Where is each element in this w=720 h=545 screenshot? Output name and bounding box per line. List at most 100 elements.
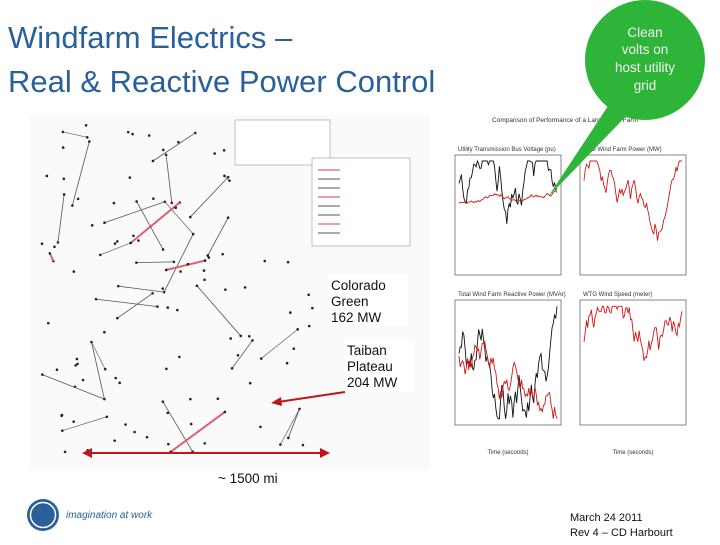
substation (135, 200, 138, 203)
substation (189, 422, 193, 426)
substation (286, 260, 290, 264)
transmission-line (207, 217, 229, 256)
substation (90, 340, 93, 344)
substation (61, 146, 65, 149)
substation (103, 330, 106, 334)
substation (161, 287, 165, 290)
arrow-head (320, 448, 330, 458)
transmission-line (190, 176, 229, 218)
substation (203, 442, 207, 445)
annotation-text: Plateau (347, 359, 393, 374)
annotation-text: 204 MW (347, 375, 398, 390)
substation (296, 328, 299, 331)
substation (311, 306, 314, 310)
substation (98, 253, 102, 257)
substation (48, 252, 52, 255)
substation (287, 436, 290, 440)
substation (145, 435, 149, 439)
substation (62, 177, 66, 181)
substation (45, 174, 49, 178)
substation (224, 288, 227, 291)
transmission-line (152, 132, 196, 162)
substation (161, 400, 165, 403)
substation (76, 197, 80, 201)
substation (221, 252, 224, 256)
substation (170, 201, 174, 205)
substation (41, 373, 44, 376)
substation (161, 148, 165, 152)
substation (147, 134, 151, 137)
transmission-line (280, 408, 300, 445)
trace (458, 190, 558, 205)
substation (60, 414, 63, 418)
annotation: Colorado Green 162 MW Taiban Plateau 204… (82, 275, 414, 486)
transmission-line (100, 242, 131, 256)
transmission-line (62, 416, 107, 431)
transmission-line (170, 411, 226, 453)
substation (116, 284, 120, 288)
transmission-line (91, 341, 106, 370)
annotation-text: Green (331, 294, 369, 309)
footer-revision: Rev 4 – CD Harbourt (570, 527, 673, 539)
substation (226, 216, 230, 219)
substation (229, 337, 232, 340)
substation (75, 357, 79, 361)
substation (156, 305, 159, 308)
substation (176, 308, 179, 312)
callout-text: host utility (615, 60, 675, 75)
substation (132, 234, 135, 238)
transmission-line (136, 261, 174, 264)
substation (85, 136, 89, 139)
annotation-text: Taiban (347, 343, 387, 358)
substation (203, 278, 206, 282)
transmission-line (62, 131, 88, 138)
x-axis-label: Time (seconds) (487, 450, 528, 456)
transmission-line (287, 408, 300, 438)
annotation-arrow (277, 391, 346, 403)
substation (151, 159, 155, 163)
substation (186, 262, 190, 266)
substation (189, 397, 192, 401)
transmission-line (129, 201, 181, 244)
substation (113, 439, 116, 442)
substation (124, 423, 127, 426)
substation (55, 368, 59, 372)
transmission-line (165, 259, 206, 271)
substation (301, 443, 305, 447)
substation (40, 242, 44, 246)
figure: Comparison of Performance of a Large Win… (454, 117, 687, 456)
substation (189, 215, 192, 219)
transmission-line (164, 201, 194, 235)
substation (285, 361, 289, 365)
substation (289, 311, 292, 314)
substation (236, 353, 240, 357)
substation (222, 148, 226, 152)
substation (230, 366, 234, 370)
substation (114, 376, 117, 380)
panel-title: WTG Wind Speed (meter) (583, 292, 652, 298)
substation (126, 130, 130, 134)
panel (454, 299, 562, 426)
substation (61, 130, 65, 134)
transmission-line (57, 194, 65, 243)
substation (207, 256, 211, 259)
substation (164, 153, 168, 157)
transmission-line (162, 401, 193, 452)
substation (116, 240, 119, 243)
substation (243, 286, 247, 289)
substation (164, 268, 168, 272)
substation (259, 357, 263, 360)
substation (103, 367, 107, 371)
callout-text: Clean (627, 25, 662, 40)
substation (307, 293, 310, 297)
substation (74, 364, 77, 367)
ge-logo (27, 499, 59, 531)
transmission-line (136, 201, 164, 250)
callout-pointer (548, 100, 632, 197)
substation (263, 259, 267, 263)
substation (131, 132, 134, 136)
substation (116, 316, 119, 320)
footer: imagination at work March 24 2011 Rev 4 … (27, 499, 673, 539)
substation (223, 174, 226, 178)
